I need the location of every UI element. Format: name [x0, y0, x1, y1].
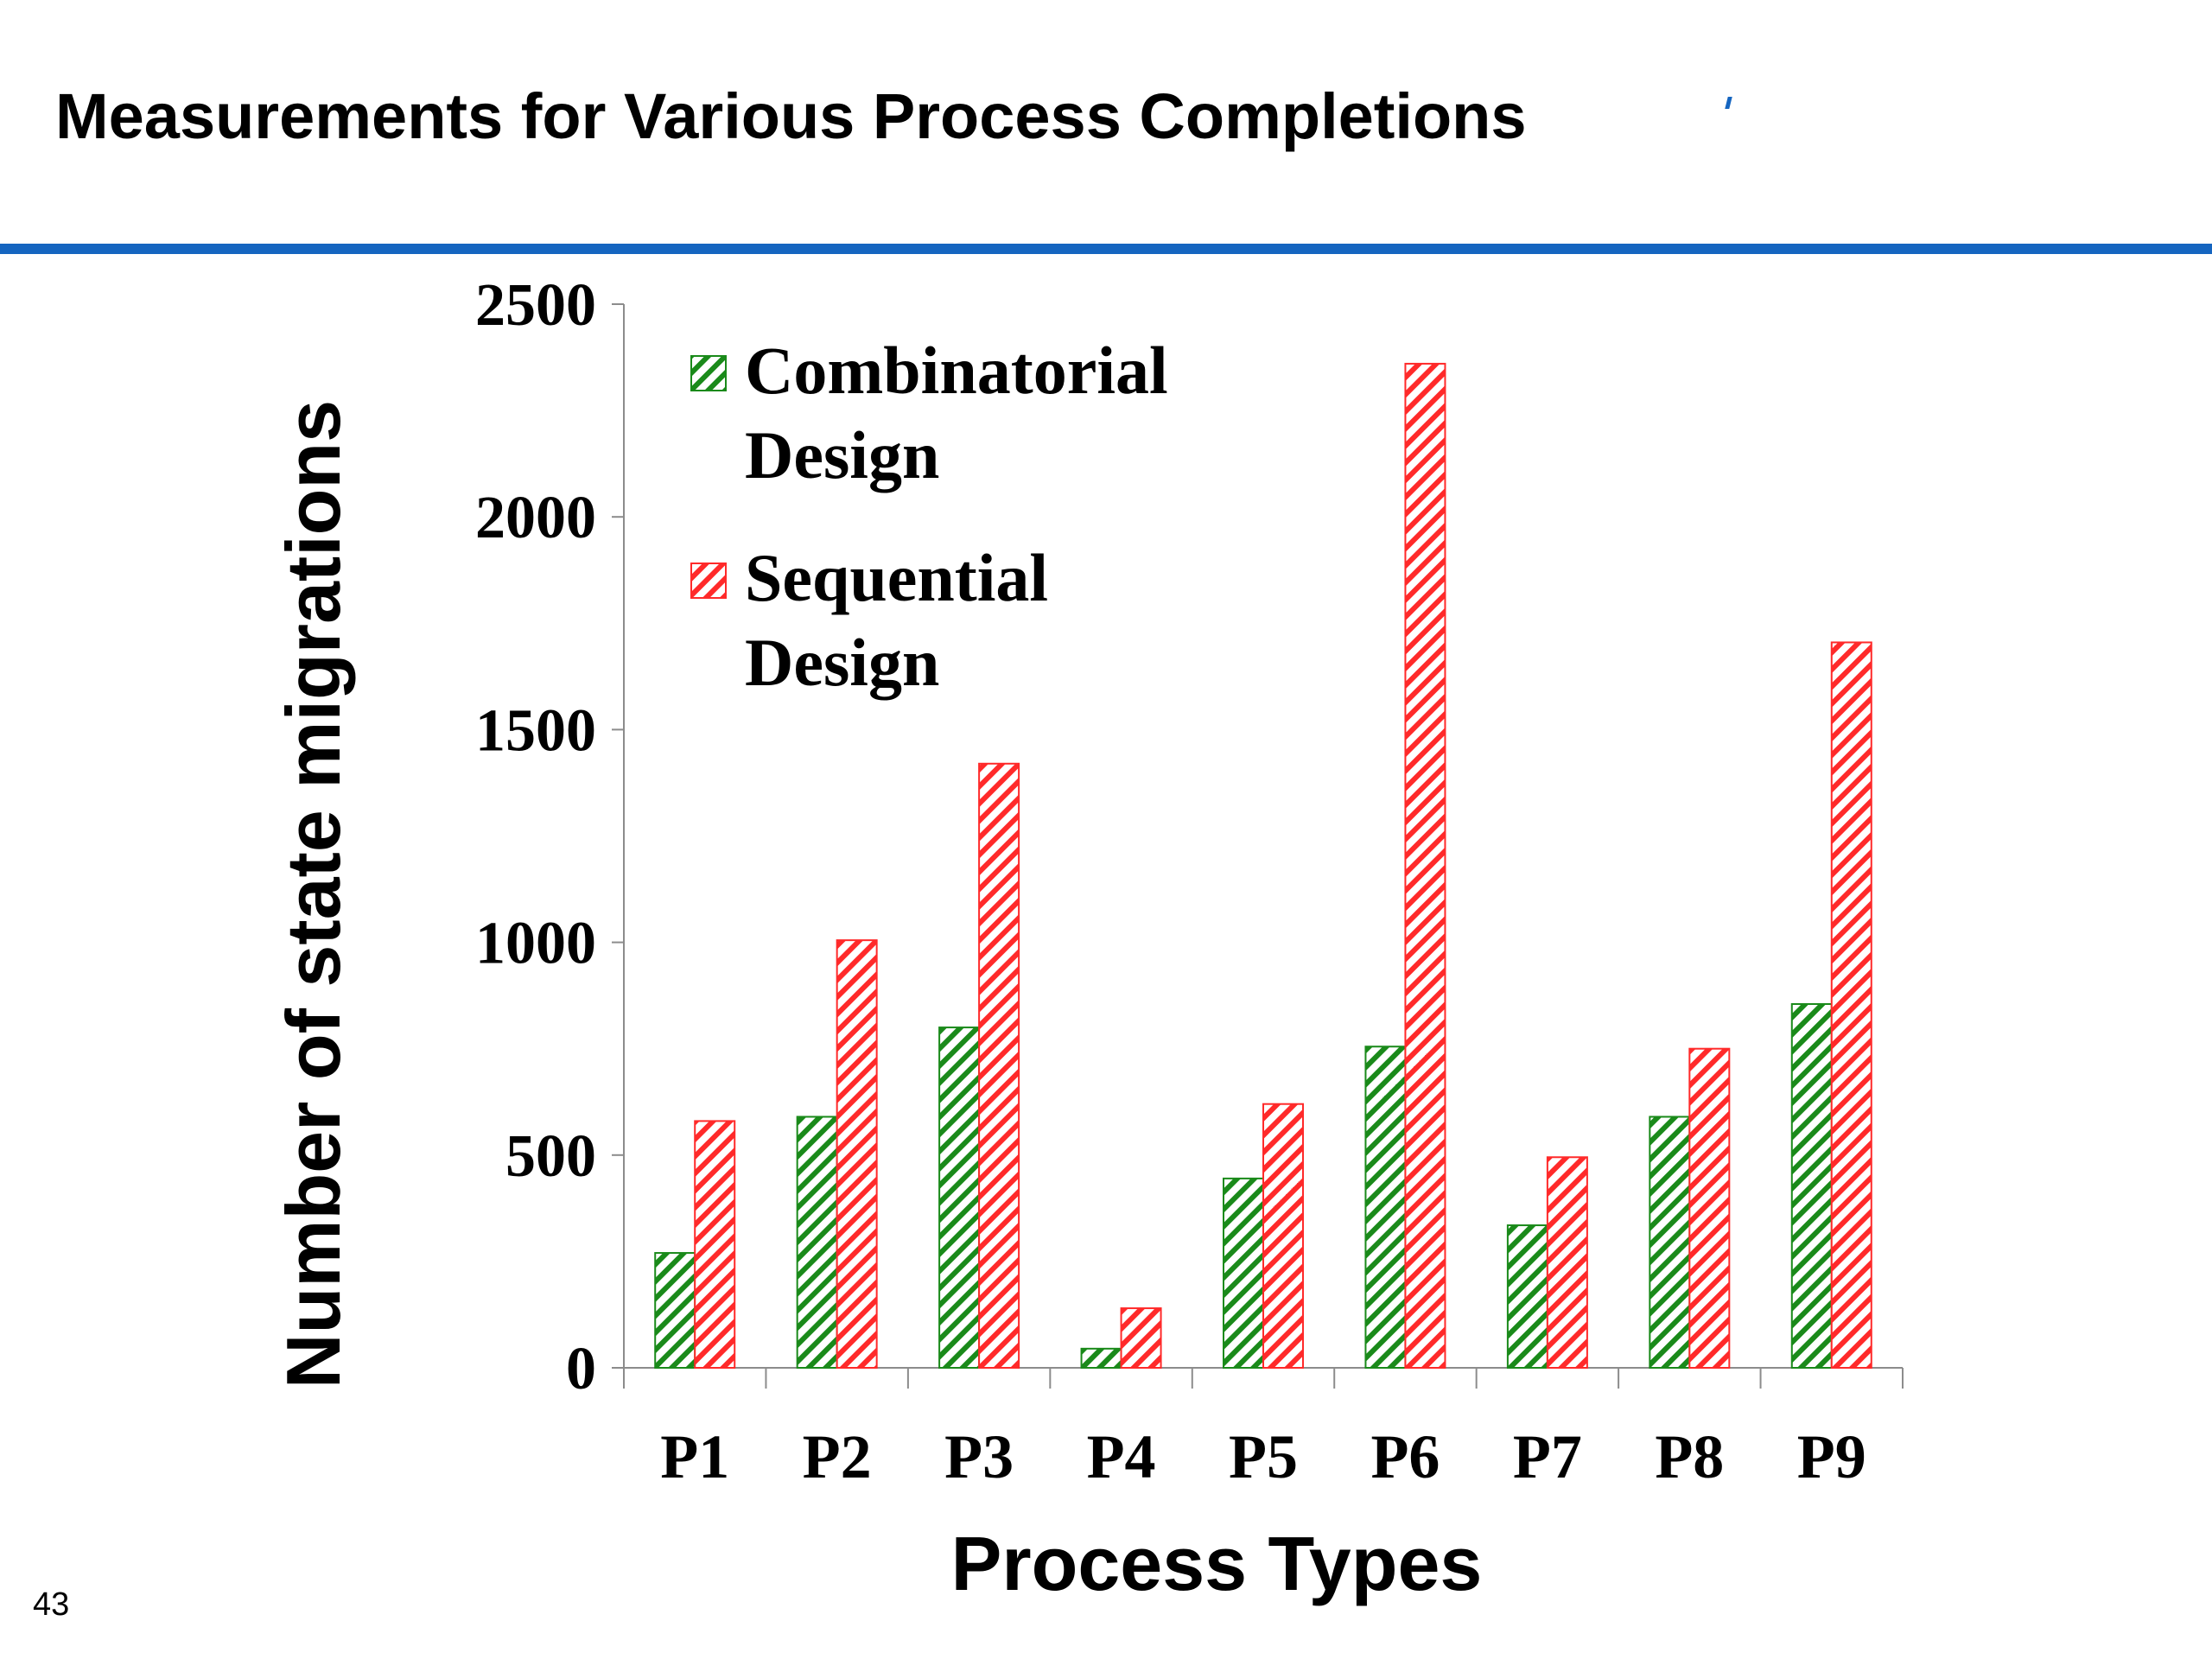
page-title: Measurements for Various Process Complet…	[55, 80, 1527, 152]
bar-combinatorial-p4	[1080, 1347, 1122, 1370]
y-tick-label: 0	[566, 1336, 596, 1402]
legend-label: Combinatorial	[745, 333, 1168, 408]
bar-combinatorial-p3	[938, 1027, 981, 1369]
bar-combinatorial-p9	[1790, 1002, 1833, 1370]
bar-sequential-p1	[694, 1120, 736, 1369]
x-tick-label: P2	[803, 1422, 872, 1491]
bar-combinatorial-p5	[1223, 1177, 1264, 1369]
bar-combinatorial-p8	[1649, 1116, 1691, 1369]
legend-swatch-combinatorial	[690, 355, 727, 391]
x-tick-label: P9	[1797, 1422, 1866, 1491]
bar-combinatorial-p7	[1506, 1224, 1548, 1370]
x-tick-label: P8	[1655, 1422, 1724, 1491]
bar-sequential-p8	[1688, 1047, 1731, 1369]
y-tick-label: 1500	[475, 697, 596, 764]
legend-label: Design	[745, 417, 939, 493]
y-tick-label: 2500	[475, 272, 596, 339]
x-tick-label: P3	[944, 1422, 1014, 1491]
x-tick-label: P1	[660, 1422, 729, 1491]
y-axis-title: Number of state migrations	[270, 400, 356, 1389]
bar-sequential-p3	[978, 762, 1020, 1369]
page-number: 43	[33, 1586, 70, 1623]
bar-combinatorial-p2	[796, 1116, 838, 1369]
legend-swatch-sequential	[690, 563, 727, 599]
chart-labels: 0 500 1000 1500 2000 2500 P1 P2 P3 P4 P5 P6 P7 P8 P9 Pr…	[270, 272, 1866, 1606]
bar-sequential-p4	[1120, 1307, 1162, 1369]
x-axis-title: Process Types	[951, 1521, 1483, 1606]
x-tick-label: P6	[1370, 1422, 1440, 1491]
bar-sequential-p5	[1262, 1103, 1304, 1370]
legend-label: Design	[745, 625, 939, 700]
bar-sequential-p2	[836, 939, 878, 1369]
bar-combinatorial-p1	[654, 1252, 696, 1369]
title-divider	[0, 244, 2212, 254]
x-tick-label: P4	[1087, 1422, 1156, 1491]
chart-bars	[654, 362, 1872, 1370]
bar-sequential-p7	[1546, 1156, 1588, 1369]
y-tick-label: 2000	[475, 485, 596, 551]
chart-legend: Combinatorial Design Sequential Design	[690, 333, 1168, 700]
x-tick-label: P7	[1513, 1422, 1582, 1491]
y-tick-label: 500	[505, 1123, 596, 1190]
x-tick-label: P5	[1229, 1422, 1298, 1491]
y-tick-label: 1000	[475, 911, 596, 977]
bar-sequential-p6	[1404, 362, 1446, 1369]
bar-sequential-p9	[1830, 641, 1872, 1369]
bar-combinatorial-p6	[1364, 1046, 1407, 1370]
legend-label: Sequential	[745, 540, 1048, 615]
